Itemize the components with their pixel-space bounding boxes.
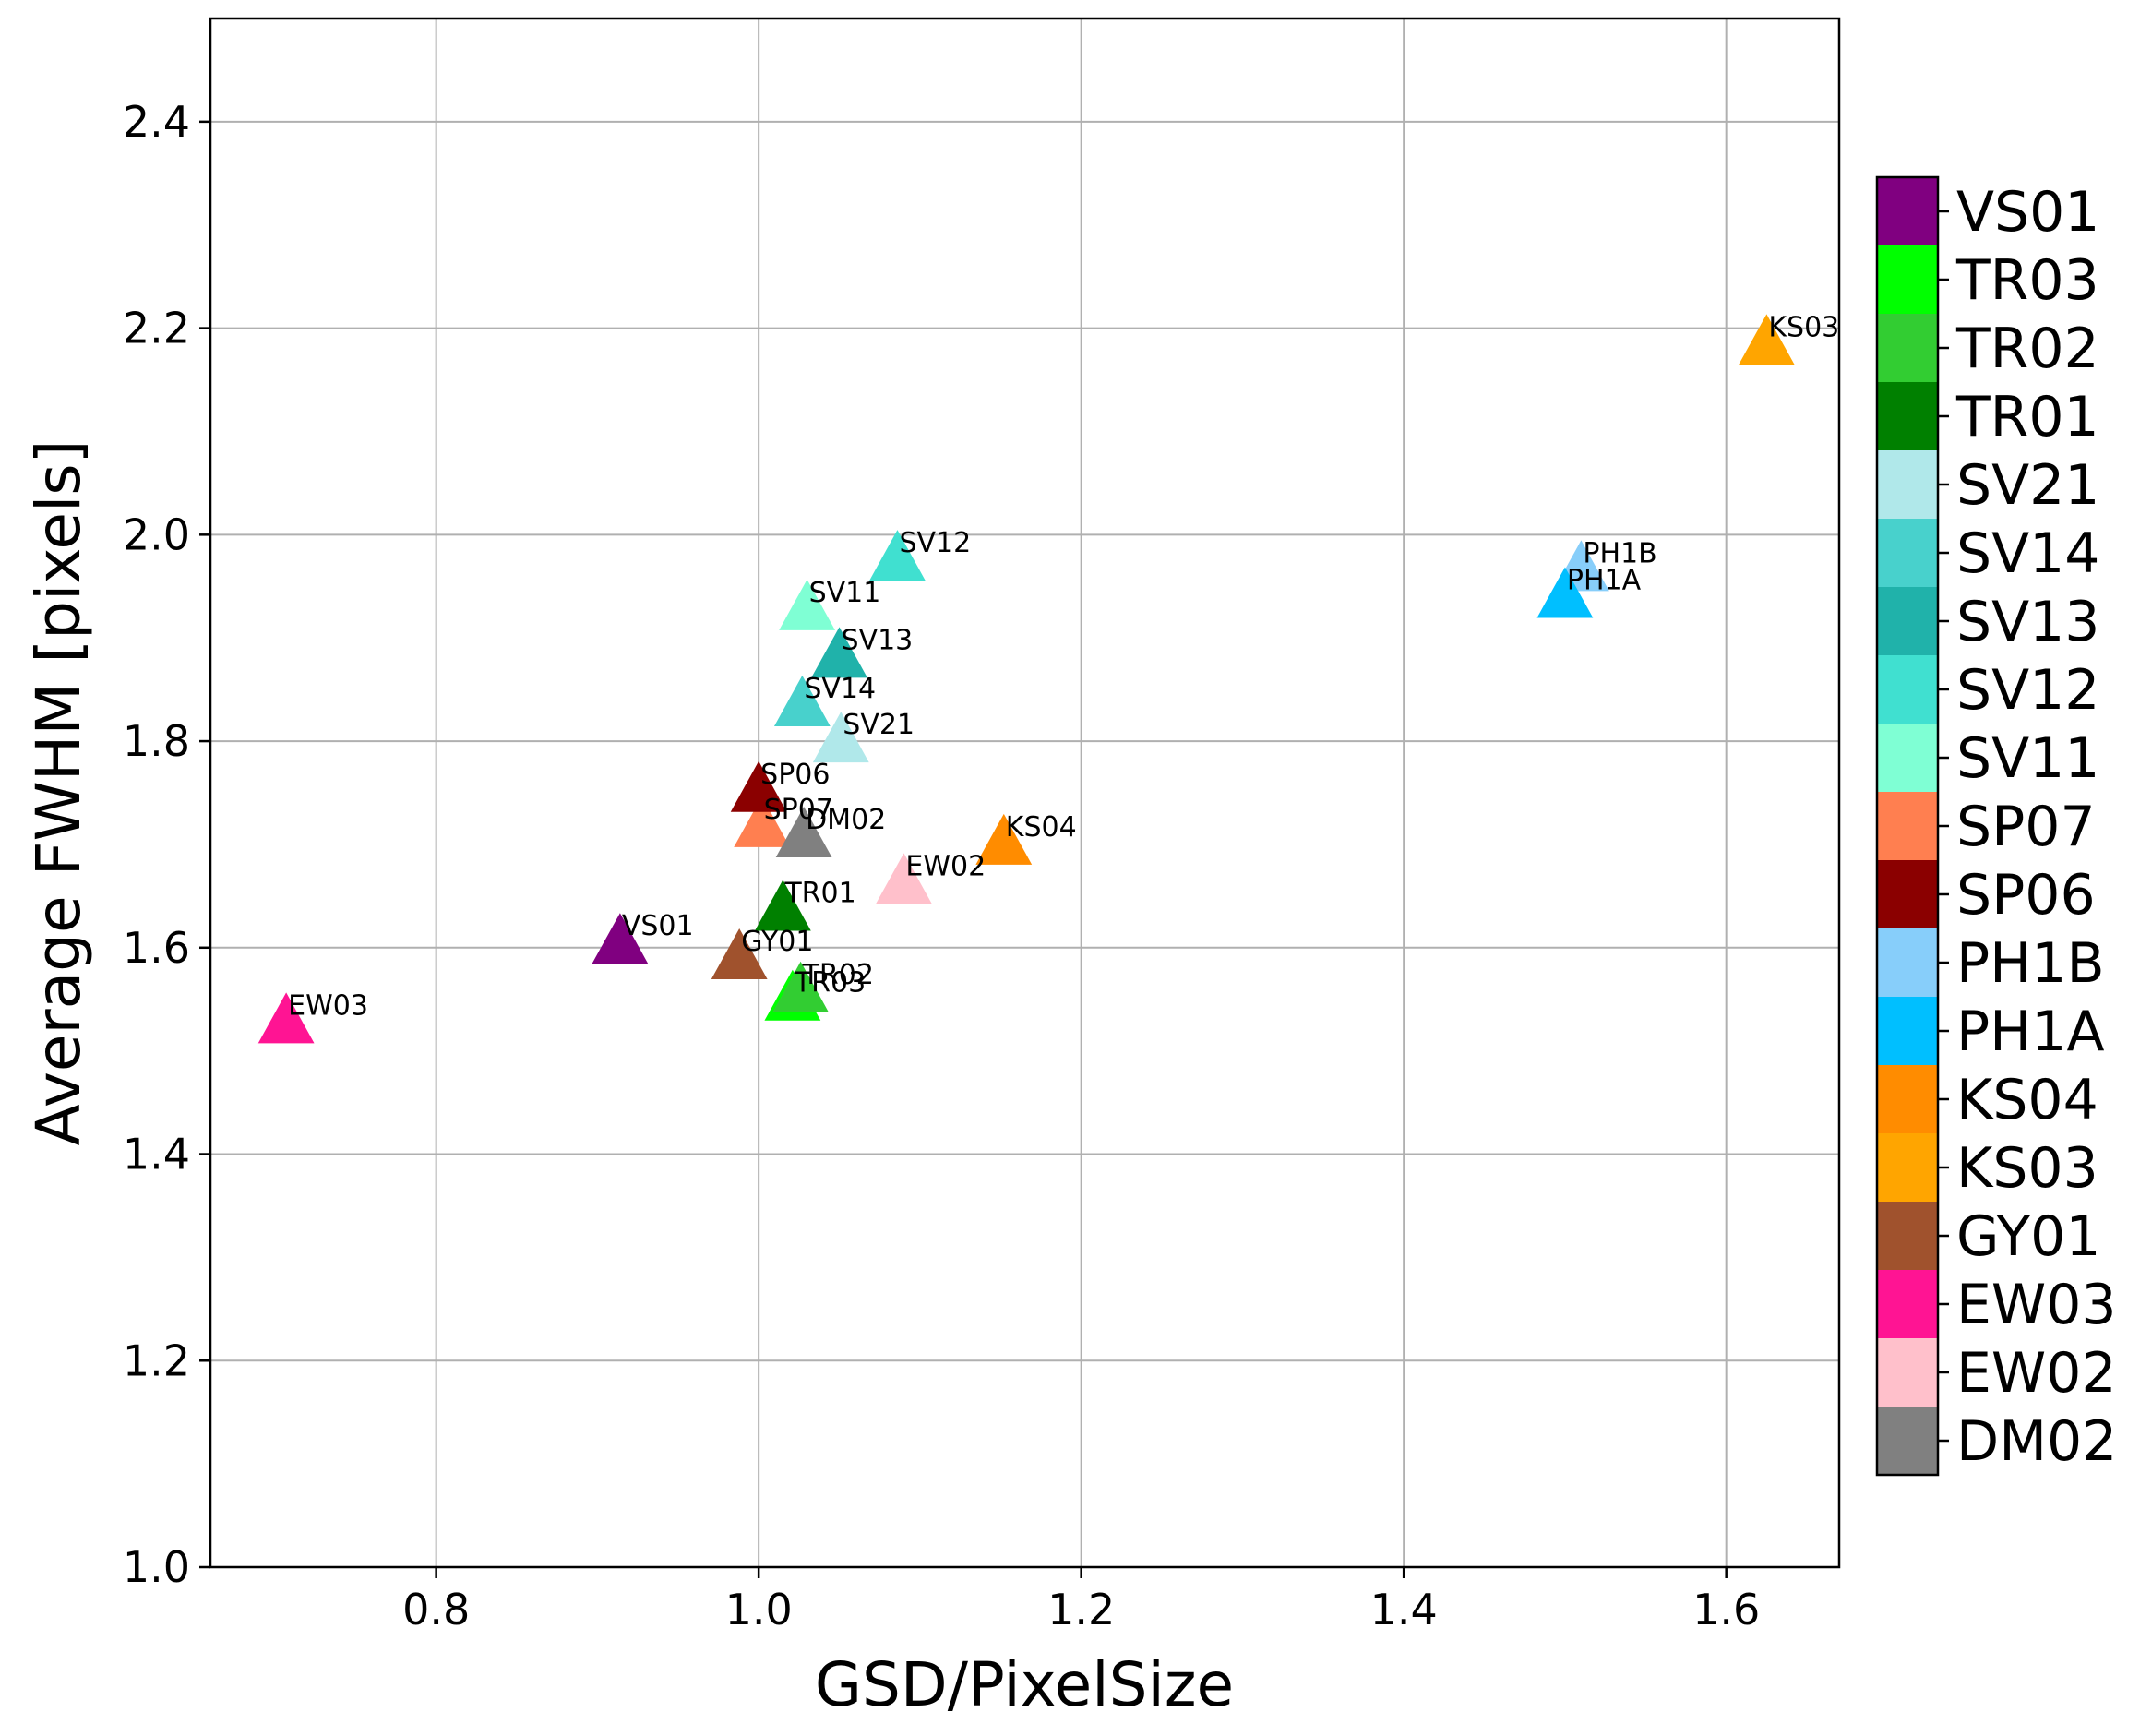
legend-label-ph1a: PH1A [1956, 1000, 2105, 1064]
legend-colorbar: VS01TR03TR02TR01SV21SV14SV13SV12SV11SP07… [1875, 175, 2117, 1477]
legend-swatch-tr02 [1877, 314, 1938, 383]
legend-label-sv14: SV14 [1956, 521, 2099, 586]
legend-swatch-ks03 [1877, 1133, 1938, 1203]
point-label-sp07: SP07 [764, 794, 833, 826]
y-tick-label: 2.4 [123, 97, 190, 147]
y-axis: 1.0 1.2 1.4 1.6 1.8 2.0 2.2 2.4 [123, 97, 210, 1592]
legend-label-sv12: SV12 [1956, 658, 2099, 723]
legend-swatch-ph1b [1877, 928, 1938, 998]
legend-swatch-tr01 [1877, 382, 1938, 451]
y-tick-label: 1.4 [123, 1130, 190, 1179]
y-tick-label: 1.6 [123, 923, 190, 973]
legend-swatch-ew03 [1877, 1270, 1938, 1339]
point-label-dm02: DM02 [806, 804, 886, 836]
legend-swatch-ks04 [1877, 1065, 1938, 1134]
legend-label-tr01: TR01 [1955, 385, 2099, 449]
legend-label-gy01: GY01 [1956, 1204, 2101, 1269]
point-label-sv11: SV11 [809, 577, 881, 609]
point-tr01 [754, 880, 811, 931]
point-label-sp06: SP06 [760, 759, 830, 791]
point-label-tr01: TR01 [783, 877, 855, 909]
point-label-tr03: TR03 [794, 967, 866, 1000]
legend-swatch-sp07 [1877, 792, 1938, 861]
x-axis-title: GSD/PixelSize [815, 1649, 1234, 1720]
point-sv11 [779, 579, 835, 630]
x-tick-label: 1.4 [1370, 1585, 1438, 1634]
point-dm02 [775, 806, 832, 858]
point-label-ew03: EW03 [288, 989, 368, 1022]
legend-swatch-sp06 [1877, 860, 1938, 929]
legend-swatch-vs01 [1877, 177, 1938, 246]
x-tick-label: 1.2 [1047, 1585, 1115, 1634]
x-tick-label: 1.0 [725, 1585, 793, 1634]
legend-label-tr03: TR03 [1955, 248, 2099, 313]
point-vs01 [592, 913, 649, 964]
legend-label-ew03: EW03 [1956, 1273, 2117, 1337]
plot-area [209, 17, 1841, 1569]
point-tr02 [772, 961, 829, 1012]
point-label-sv12: SV12 [899, 527, 971, 559]
y-tick-label: 1.8 [123, 716, 190, 766]
legend-swatch-sv14 [1877, 519, 1938, 588]
point-label-ks03: KS03 [1768, 311, 1839, 343]
legend-label-ks03: KS03 [1956, 1136, 2098, 1201]
legend-label-tr02: TR02 [1955, 317, 2099, 381]
legend-label-dm02: DM02 [1956, 1409, 2117, 1474]
y-axis-title: Average FWHM [pixels] [23, 440, 94, 1146]
legend-swatch-dm02 [1877, 1407, 1938, 1476]
legend-swatch-tr03 [1877, 245, 1938, 315]
point-ph1a [1536, 567, 1594, 618]
point-ew03 [257, 992, 315, 1044]
point-label-ew02: EW02 [905, 850, 986, 882]
point-label-ks04: KS04 [1006, 811, 1077, 844]
legend-swatch-sv21 [1877, 450, 1938, 520]
point-sv14 [773, 675, 831, 726]
point-ew02 [876, 853, 932, 904]
x-axis: 0.8 1.0 1.2 1.4 1.6 [402, 1567, 1760, 1634]
legend-label-sp07: SP07 [1956, 795, 2096, 859]
legend-label-ew02: EW02 [1956, 1341, 2117, 1406]
data-points [257, 314, 1795, 1044]
x-tick-label: 0.8 [402, 1585, 470, 1634]
point-label-ph1b: PH1B [1583, 537, 1656, 569]
legend-label-ph1b: PH1B [1956, 931, 2105, 996]
y-tick-label: 2.2 [123, 304, 190, 353]
point-sv12 [869, 530, 926, 581]
legend-label-sv11: SV11 [1956, 726, 2099, 791]
point-sp06 [730, 760, 787, 812]
legend-swatch-sv11 [1877, 724, 1938, 793]
legend-frame [1875, 175, 1940, 1477]
point-label-sv14: SV14 [804, 673, 876, 705]
x-tick-label: 1.6 [1692, 1585, 1760, 1634]
point-gy01 [711, 928, 768, 980]
point-sv13 [811, 627, 867, 678]
legend-label-vs01: VS01 [1956, 180, 2099, 245]
legend-swatch-ph1a [1877, 997, 1938, 1066]
point-ks04 [975, 813, 1033, 865]
legend-swatch-sv12 [1877, 655, 1938, 724]
legend-swatch-sv13 [1877, 587, 1938, 656]
point-label-sv13: SV13 [842, 624, 914, 656]
legend-swatch-ew02 [1877, 1338, 1938, 1407]
point-label-sv21: SV21 [843, 709, 915, 741]
y-tick-label: 2.0 [123, 509, 190, 559]
point-sv21 [812, 712, 869, 763]
point-sp07 [734, 796, 791, 847]
point-label-vs01: VS01 [622, 910, 694, 942]
y-tick-label: 1.2 [123, 1335, 190, 1385]
legend-swatch-gy01 [1877, 1202, 1938, 1271]
point-label-gy01: GY01 [741, 926, 813, 958]
point-label-ph1a: PH1A [1567, 564, 1642, 596]
legend-label-sp06: SP06 [1956, 863, 2096, 928]
legend-label-sv13: SV13 [1956, 590, 2099, 654]
legend-label-ks04: KS04 [1956, 1068, 2098, 1132]
y-tick-label: 1.0 [123, 1542, 190, 1592]
point-ks03 [1738, 314, 1795, 365]
legend-label-sv21: SV21 [1956, 453, 2099, 518]
point-label-tr02: TR02 [802, 959, 874, 991]
